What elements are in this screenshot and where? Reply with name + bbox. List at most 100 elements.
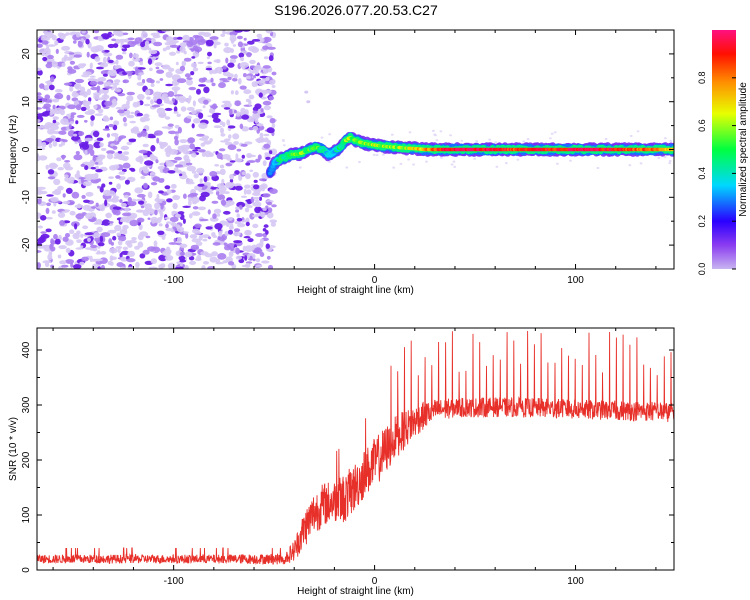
noise-blob	[664, 137, 667, 140]
noise-blob	[191, 123, 195, 129]
noise-blob	[59, 220, 66, 226]
snr-frame	[36, 327, 675, 571]
noise-blob	[124, 207, 130, 212]
noise-blob	[211, 251, 219, 257]
noise-blob	[237, 41, 243, 48]
noise-blob	[127, 242, 133, 248]
noise-blob	[128, 139, 136, 143]
noise-blob	[435, 139, 439, 142]
noise-blob	[227, 125, 236, 129]
noise-blob	[194, 223, 202, 229]
noise-blob	[184, 251, 193, 258]
noise-blob	[54, 188, 62, 195]
noise-blob	[46, 45, 50, 52]
noise-blob	[164, 255, 174, 261]
noise-blob	[233, 109, 237, 114]
noise-blob	[96, 85, 101, 91]
noise-blob	[271, 85, 276, 88]
noise-blob	[117, 109, 125, 114]
noise-blob	[390, 133, 394, 136]
noise-blob	[266, 211, 274, 219]
noise-blob	[91, 206, 97, 209]
noise-blob	[203, 86, 210, 94]
snr-ytick-label: 0	[21, 567, 32, 573]
noise-blob	[47, 61, 52, 65]
noise-blob	[162, 47, 167, 52]
noise-blob	[60, 118, 69, 125]
noise-blob	[165, 71, 173, 78]
noise-blob	[189, 234, 198, 239]
noise-blob	[92, 247, 98, 252]
chart-title: S196.2026.077.20.53.C27	[274, 2, 438, 18]
noise-blob	[119, 176, 126, 180]
noise-blob	[108, 123, 115, 128]
noise-blob	[184, 73, 191, 78]
noise-blob	[234, 90, 239, 96]
noise-blob	[223, 107, 231, 110]
noise-blob	[148, 49, 158, 55]
noise-blob	[201, 234, 210, 239]
noise-blob	[188, 39, 198, 46]
noise-blob	[150, 99, 154, 105]
noise-blob	[182, 218, 186, 224]
noise-blob	[68, 56, 73, 61]
noise-blob	[61, 62, 66, 67]
noise-blob	[432, 129, 435, 132]
noise-blob	[254, 213, 262, 217]
noise-blob	[99, 142, 104, 148]
noise-blob	[255, 111, 261, 119]
noise-blob	[92, 130, 100, 138]
noise-blob	[197, 206, 206, 211]
noise-blob	[262, 45, 269, 50]
noise-blob	[95, 252, 102, 255]
noise-blob	[262, 89, 272, 94]
noise-blob	[234, 73, 238, 79]
noise-blob	[89, 80, 98, 86]
noise-blob	[64, 166, 74, 171]
noise-blob	[145, 89, 151, 96]
noise-blob	[84, 100, 92, 106]
noise-blob	[115, 246, 123, 249]
noise-blob	[167, 262, 176, 269]
noise-blob	[106, 133, 110, 138]
noise-blob	[90, 244, 98, 249]
noise-blob	[158, 190, 164, 194]
noise-blob	[73, 54, 82, 58]
noise-blob	[245, 173, 251, 180]
noise-blob	[158, 112, 167, 119]
noise-blob	[236, 201, 246, 208]
noise-blob	[79, 261, 85, 266]
noise-blob	[75, 104, 82, 111]
noise-blob	[220, 127, 224, 134]
noise-blob	[89, 159, 95, 166]
noise-blob	[268, 150, 273, 155]
noise-blob	[209, 256, 218, 263]
noise-blob	[165, 228, 174, 232]
noise-blob	[80, 233, 84, 238]
noise-blob	[268, 96, 275, 101]
noise-blob	[73, 133, 78, 137]
noise-blob	[129, 219, 139, 227]
noise-blob	[259, 252, 265, 257]
noise-blob	[241, 219, 247, 223]
noise-blob	[223, 242, 228, 246]
noise-blob	[104, 86, 113, 89]
noise-blob	[182, 34, 190, 42]
noise-blob	[259, 132, 264, 138]
noise-blob	[193, 118, 201, 124]
noise-blob	[304, 90, 309, 94]
noise-blob	[110, 33, 114, 37]
spectrogram-xtick-label: 100	[567, 275, 584, 286]
noise-blob	[235, 153, 239, 160]
noise-blob	[358, 160, 361, 164]
noise-blob	[37, 125, 43, 129]
noise-blob	[271, 71, 277, 76]
noise-blob	[41, 98, 47, 102]
noise-blob	[115, 175, 121, 179]
noise-blob	[64, 177, 70, 182]
noise-blob	[74, 223, 78, 230]
noise-blob	[37, 250, 42, 253]
noise-blob	[52, 104, 56, 110]
noise-blob	[157, 230, 165, 235]
noise-blob	[116, 183, 121, 190]
